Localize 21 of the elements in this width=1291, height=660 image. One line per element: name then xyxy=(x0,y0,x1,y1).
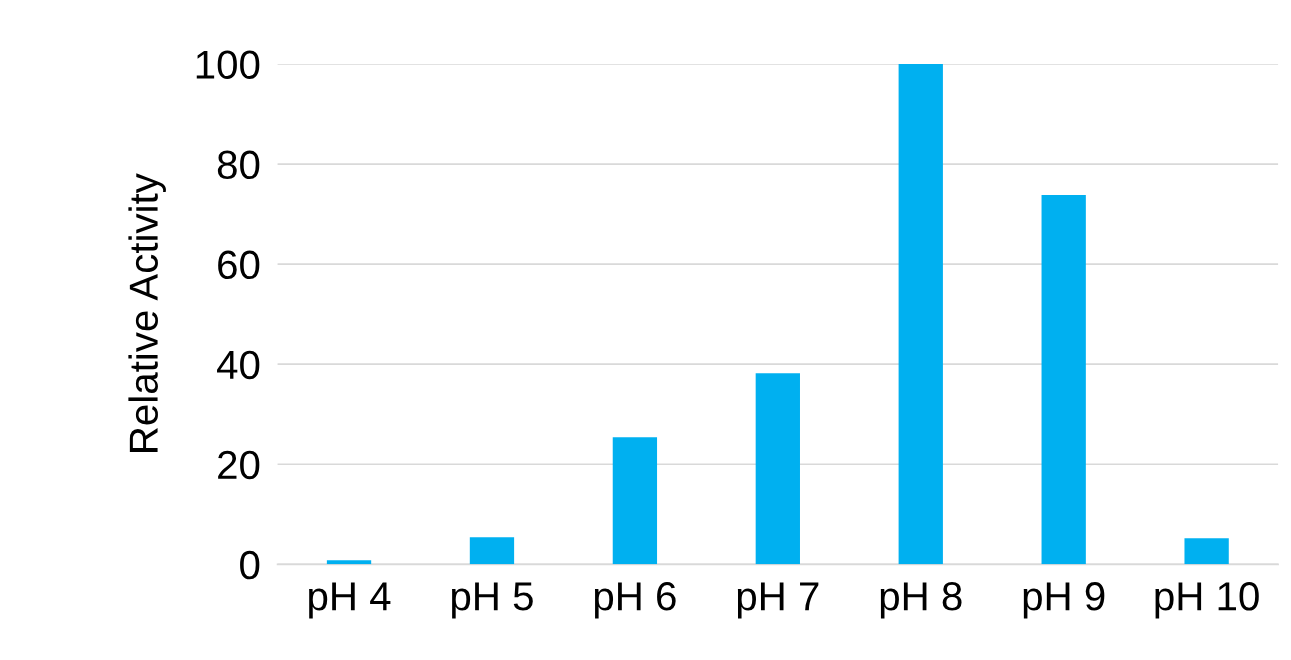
x-tick-label: pH 4 xyxy=(309,582,391,619)
y-tick-label: 100 xyxy=(196,50,260,80)
x-tick-label: pH 8 xyxy=(880,582,962,619)
bar xyxy=(755,373,800,565)
y-tick-label: 80 xyxy=(217,150,260,180)
y-tick-label: 60 xyxy=(218,250,260,280)
x-tick-label: pH 5 xyxy=(452,582,533,619)
bar xyxy=(898,64,943,565)
bar xyxy=(1184,538,1229,565)
y-tick-label: 40 xyxy=(217,350,260,380)
bar xyxy=(469,537,515,565)
y-axis-title: Relative Activity xyxy=(128,173,166,452)
x-tick-label: pH 7 xyxy=(737,582,819,619)
bar xyxy=(1041,195,1086,565)
y-tick-label: 0 xyxy=(240,550,260,580)
x-tick-label: pH 9 xyxy=(1023,582,1105,619)
x-tick-label: pH 6 xyxy=(594,582,676,619)
x-tick-label: pH 10 xyxy=(1155,582,1259,619)
y-tick-label: 20 xyxy=(218,450,260,480)
bar xyxy=(612,437,658,565)
bar xyxy=(326,560,372,565)
